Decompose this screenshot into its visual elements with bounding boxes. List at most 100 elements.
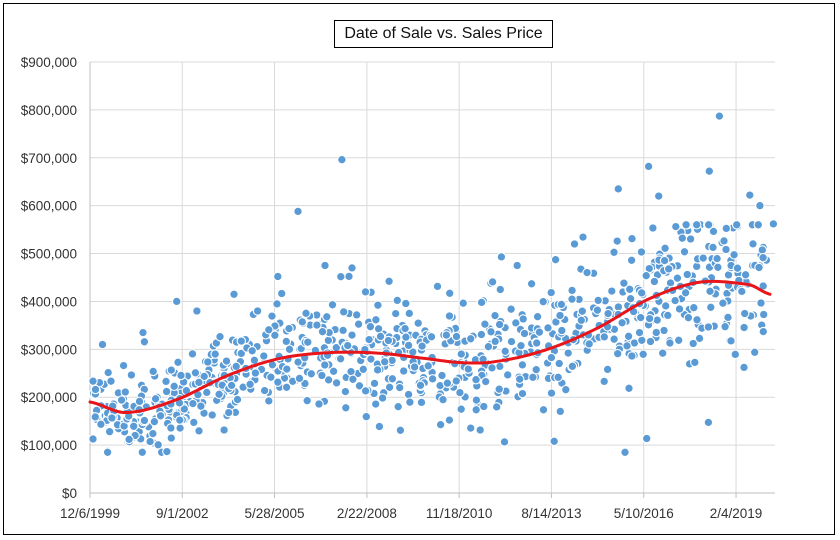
data-point [685, 234, 696, 244]
data-point [377, 393, 388, 403]
data-point [543, 323, 553, 333]
data-point [720, 321, 730, 332]
data-point [554, 358, 564, 369]
data-point [281, 336, 292, 347]
data-point [252, 306, 263, 316]
data-point [236, 348, 247, 359]
data-point [627, 233, 637, 244]
data-point [758, 309, 769, 320]
data-point [683, 312, 694, 323]
data-point [679, 247, 690, 257]
data-point [602, 364, 613, 375]
data-point [444, 415, 455, 425]
data-point [626, 255, 637, 266]
data-point [387, 374, 398, 384]
data-point [416, 397, 427, 408]
x-tick-label: 9/1/2002 [156, 506, 209, 521]
data-point [188, 398, 198, 409]
data-point [259, 385, 270, 396]
data-point [379, 357, 390, 367]
data-point [688, 338, 698, 349]
data-point [617, 318, 627, 328]
data-point [438, 394, 448, 405]
data-point [401, 332, 411, 342]
data-point [106, 376, 116, 386]
data-point [721, 223, 732, 234]
data-point [698, 253, 708, 263]
data-point [624, 284, 635, 295]
data-point [612, 236, 622, 246]
data-point [226, 380, 237, 391]
data-point [549, 436, 559, 447]
gridlines [90, 61, 775, 493]
data-point [739, 362, 749, 373]
data-point [641, 433, 652, 444]
data-point [506, 304, 516, 314]
data-point [403, 389, 414, 400]
data-point [649, 276, 660, 287]
data-point [351, 310, 362, 320]
data-point [703, 417, 714, 428]
data-point [749, 347, 760, 358]
data-point [190, 368, 201, 378]
data-point [348, 374, 358, 385]
data-point [756, 298, 766, 308]
data-point [369, 378, 380, 389]
data-point [273, 271, 283, 282]
data-point [250, 368, 261, 378]
data-point [705, 286, 715, 297]
data-point [138, 327, 148, 338]
data-point [659, 255, 670, 266]
data-point [609, 334, 619, 344]
data-point [487, 277, 498, 287]
data-point [745, 190, 755, 200]
data-point [323, 335, 334, 346]
data-point [567, 285, 577, 296]
data-point [104, 426, 115, 437]
data-point [401, 298, 411, 309]
data-point [471, 395, 482, 405]
data-point [712, 253, 722, 264]
data-point [390, 308, 401, 319]
data-point [338, 307, 349, 317]
data-point [175, 423, 185, 433]
data-point [148, 428, 158, 439]
data-point [413, 318, 423, 328]
data-point [546, 352, 557, 363]
data-point [659, 325, 669, 336]
data-point [555, 406, 566, 417]
data-point [577, 306, 588, 316]
data-point [364, 334, 374, 345]
data-point [336, 271, 346, 282]
data-point [636, 247, 647, 257]
data-point [599, 376, 609, 387]
data-point [128, 421, 139, 432]
data-point [323, 375, 334, 385]
data-point [494, 319, 505, 330]
data-point [681, 220, 691, 230]
data-point [645, 336, 656, 347]
data-point [708, 242, 718, 253]
data-point [284, 323, 294, 334]
data-point [567, 361, 578, 372]
data-point [739, 322, 749, 333]
data-point [272, 299, 282, 309]
data-point [496, 252, 507, 262]
data-point [229, 289, 239, 300]
data-point [531, 338, 542, 348]
data-point [192, 306, 202, 316]
data-point [612, 348, 623, 359]
data-point [232, 394, 243, 405]
data-point [755, 200, 765, 211]
data-point [107, 413, 117, 423]
data-point [731, 220, 742, 230]
data-point [400, 323, 410, 334]
data-point [512, 260, 522, 271]
data-point [706, 302, 716, 313]
data-point [294, 373, 305, 384]
data-point [270, 330, 280, 341]
chart-title: Date of Sale vs. Sales Price [334, 20, 553, 48]
data-point [210, 349, 220, 359]
data-point [317, 370, 327, 381]
data-point [161, 376, 171, 387]
